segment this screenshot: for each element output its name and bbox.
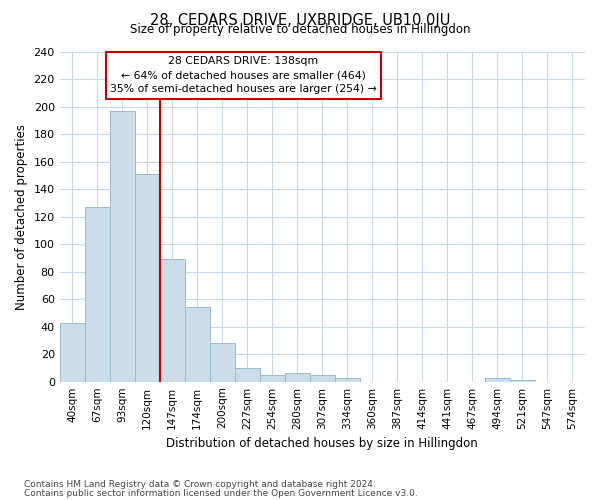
Bar	[160, 259, 185, 382]
Text: Size of property relative to detached houses in Hillingdon: Size of property relative to detached ho…	[130, 22, 470, 36]
Bar	[260, 375, 285, 382]
Bar	[59, 322, 85, 382]
Text: Contains public sector information licensed under the Open Government Licence v3: Contains public sector information licen…	[24, 488, 418, 498]
Bar	[235, 368, 260, 382]
Bar	[310, 375, 335, 382]
Text: 28 CEDARS DRIVE: 138sqm
← 64% of detached houses are smaller (464)
35% of semi-d: 28 CEDARS DRIVE: 138sqm ← 64% of detache…	[110, 56, 377, 94]
Bar	[85, 207, 110, 382]
Bar	[510, 380, 535, 382]
Text: Contains HM Land Registry data © Crown copyright and database right 2024.: Contains HM Land Registry data © Crown c…	[24, 480, 376, 489]
Text: 28, CEDARS DRIVE, UXBRIDGE, UB10 0JU: 28, CEDARS DRIVE, UXBRIDGE, UB10 0JU	[150, 12, 450, 28]
Bar	[185, 308, 210, 382]
Bar	[335, 378, 360, 382]
Bar	[210, 343, 235, 382]
Bar	[485, 378, 510, 382]
Y-axis label: Number of detached properties: Number of detached properties	[15, 124, 28, 310]
Bar	[285, 374, 310, 382]
Bar	[110, 110, 135, 382]
Bar	[135, 174, 160, 382]
X-axis label: Distribution of detached houses by size in Hillingdon: Distribution of detached houses by size …	[166, 437, 478, 450]
